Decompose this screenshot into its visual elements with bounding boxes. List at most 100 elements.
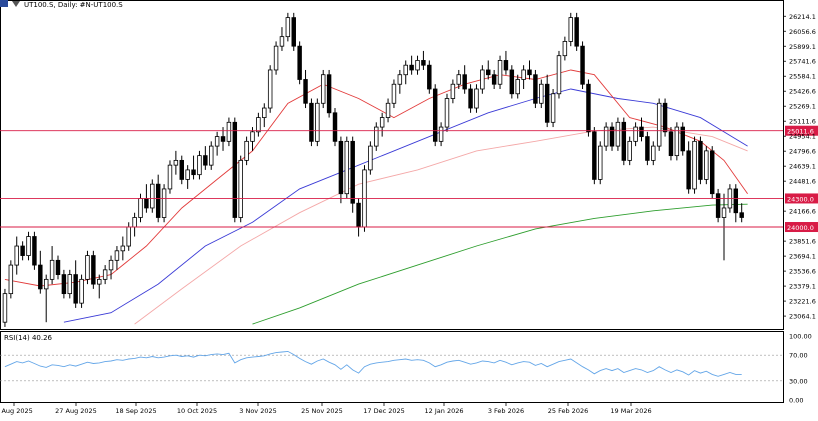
candle-body[interactable] (621, 121, 627, 161)
candle-body[interactable] (43, 278, 49, 290)
candle-body[interactable] (132, 217, 137, 228)
candle-body[interactable] (450, 83, 456, 99)
candle-body[interactable] (391, 83, 397, 104)
candle-body[interactable] (73, 274, 78, 304)
candle-body[interactable] (721, 207, 727, 218)
candle-body[interactable] (379, 117, 385, 128)
candle-body[interactable] (409, 64, 414, 71)
candle-body[interactable] (49, 259, 55, 280)
candle-body[interactable] (79, 278, 84, 304)
candle-body[interactable] (739, 212, 744, 218)
candle-body[interactable] (385, 102, 391, 118)
candle-body[interactable] (586, 83, 591, 133)
candle-body[interactable] (438, 126, 444, 142)
candle-body[interactable] (556, 55, 562, 95)
candle-body[interactable] (368, 145, 373, 171)
candle-body[interactable] (497, 60, 503, 85)
candle-body[interactable] (544, 83, 550, 123)
candle-body[interactable] (155, 183, 161, 218)
candle-body[interactable] (279, 36, 285, 47)
candle-body[interactable] (203, 155, 208, 166)
candle-body[interactable] (209, 145, 214, 166)
candle-body[interactable] (108, 259, 114, 271)
candle-body[interactable] (662, 102, 668, 133)
candle-body[interactable] (527, 69, 532, 76)
candle-body[interactable] (26, 236, 31, 256)
candle-body[interactable] (285, 17, 291, 38)
candle-body[interactable] (456, 74, 462, 85)
candle-body[interactable] (480, 69, 485, 90)
candle-body[interactable] (656, 102, 662, 147)
candle-body[interactable] (615, 121, 621, 147)
candle-body[interactable] (120, 245, 126, 252)
candle-body[interactable] (102, 269, 108, 280)
candle-body[interactable] (568, 17, 573, 42)
candle-body[interactable] (67, 274, 73, 295)
candle-body[interactable] (91, 255, 96, 285)
candle-body[interactable] (444, 98, 450, 128)
candle-body[interactable] (309, 102, 314, 142)
dropdown-triangle-icon[interactable] (12, 1, 20, 7)
candle-body[interactable] (114, 250, 120, 261)
candle-body[interactable] (250, 131, 255, 142)
candle-body[interactable] (403, 64, 408, 76)
candle-body[interactable] (580, 45, 585, 85)
candle-body[interactable] (144, 198, 149, 209)
candle-body[interactable] (8, 264, 14, 295)
candle-body[interactable] (315, 102, 320, 142)
candle-body[interactable] (668, 131, 674, 157)
candle-body[interactable] (550, 93, 556, 123)
candle-body[interactable] (338, 140, 344, 195)
candle-body[interactable] (533, 74, 538, 104)
candle-body[interactable] (686, 150, 691, 190)
candle-body[interactable] (562, 41, 568, 57)
candle-body[interactable] (698, 140, 703, 180)
candle-body[interactable] (138, 198, 143, 218)
candle-body[interactable] (692, 140, 697, 190)
candle-body[interactable] (232, 121, 238, 218)
candle-body[interactable] (468, 88, 473, 109)
candle-body[interactable] (226, 121, 232, 142)
candle-body[interactable] (627, 140, 632, 161)
candle-body[interactable] (220, 136, 226, 142)
candle-body[interactable] (303, 79, 308, 104)
candle-body[interactable] (427, 64, 432, 90)
candle-body[interactable] (374, 126, 379, 147)
candle-body[interactable] (474, 88, 479, 109)
candle-body[interactable] (680, 126, 685, 152)
candle-body[interactable] (297, 45, 302, 80)
candle-body[interactable] (733, 188, 739, 214)
candle-body[interactable] (486, 69, 491, 76)
candle-body[interactable] (197, 155, 202, 176)
candle-body[interactable] (191, 169, 196, 176)
candle-body[interactable] (126, 226, 131, 247)
candle-body[interactable] (645, 136, 650, 161)
candle-body[interactable] (167, 164, 173, 190)
candle-body[interactable] (350, 140, 355, 204)
candle-body[interactable] (651, 145, 656, 161)
candle-body[interactable] (150, 183, 155, 209)
candle-body[interactable] (20, 245, 25, 256)
candle-body[interactable] (592, 131, 597, 180)
candle-body[interactable] (633, 126, 638, 142)
candle-body[interactable] (332, 112, 338, 142)
candle-body[interactable] (273, 45, 279, 71)
candle-body[interactable] (214, 136, 220, 147)
candle-body[interactable] (639, 126, 644, 137)
candle-body[interactable] (32, 236, 37, 266)
candle-body[interactable] (262, 107, 267, 118)
candle-body[interactable] (715, 193, 721, 218)
candle-body[interactable] (421, 60, 426, 66)
candle-body[interactable] (674, 126, 680, 157)
candle-body[interactable] (326, 74, 332, 114)
candle-body[interactable] (491, 74, 497, 85)
candle-body[interactable] (85, 255, 90, 280)
candle-body[interactable] (609, 126, 615, 147)
candle-body[interactable] (515, 79, 520, 95)
candle-body[interactable] (185, 169, 190, 180)
candle-body[interactable] (521, 69, 526, 80)
candle-body[interactable] (244, 140, 249, 161)
candle-body[interactable] (97, 278, 102, 285)
candle-body[interactable] (539, 83, 544, 104)
